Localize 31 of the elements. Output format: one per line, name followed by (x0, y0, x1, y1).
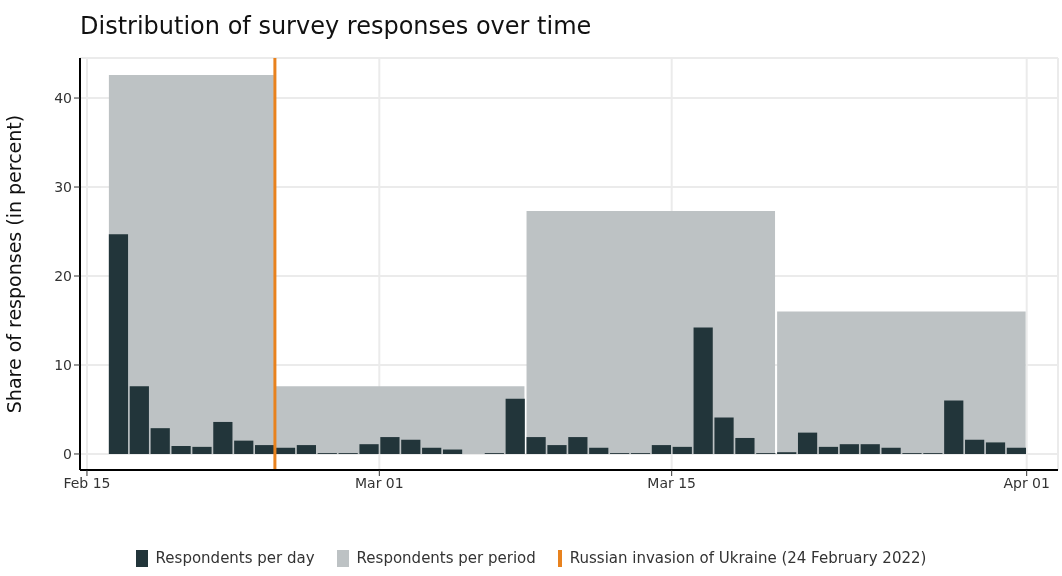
bar (839, 444, 859, 454)
bar (255, 445, 275, 454)
bar (985, 442, 1006, 454)
y-tick-label: 0 (63, 445, 72, 462)
bar (1006, 447, 1027, 454)
legend-label: Respondents per period (356, 549, 536, 567)
bar (275, 447, 296, 454)
x-tick-label: Feb 15 (63, 474, 111, 491)
y-tick-label: 30 (54, 179, 72, 195)
y-axis-title: Share of responses (in percent) (2, 114, 25, 414)
bar (797, 432, 818, 454)
legend-label: Respondents per day (155, 549, 315, 567)
x-tick-label: Mar 15 (647, 474, 697, 491)
legend-label: Russian invasion of Ukraine (24 February 2022) (569, 549, 927, 567)
x-tick-label: Mar 01 (354, 474, 404, 491)
bar (672, 446, 692, 454)
bar (422, 447, 442, 454)
y-tick-label: 10 (54, 356, 72, 373)
bar (129, 386, 149, 454)
bar (965, 439, 985, 454)
bar (818, 446, 839, 454)
bar (108, 234, 129, 454)
y-tick-label: 20 (54, 267, 72, 284)
bar (234, 440, 254, 454)
bar (651, 445, 671, 454)
bar (589, 447, 609, 454)
bar (296, 445, 316, 454)
x-tick-label: Apr 01 (1003, 474, 1050, 491)
chart-title: Distribution of survey responses over time (80, 12, 592, 40)
bar (944, 400, 964, 454)
y-tick-label: 40 (54, 90, 72, 107)
